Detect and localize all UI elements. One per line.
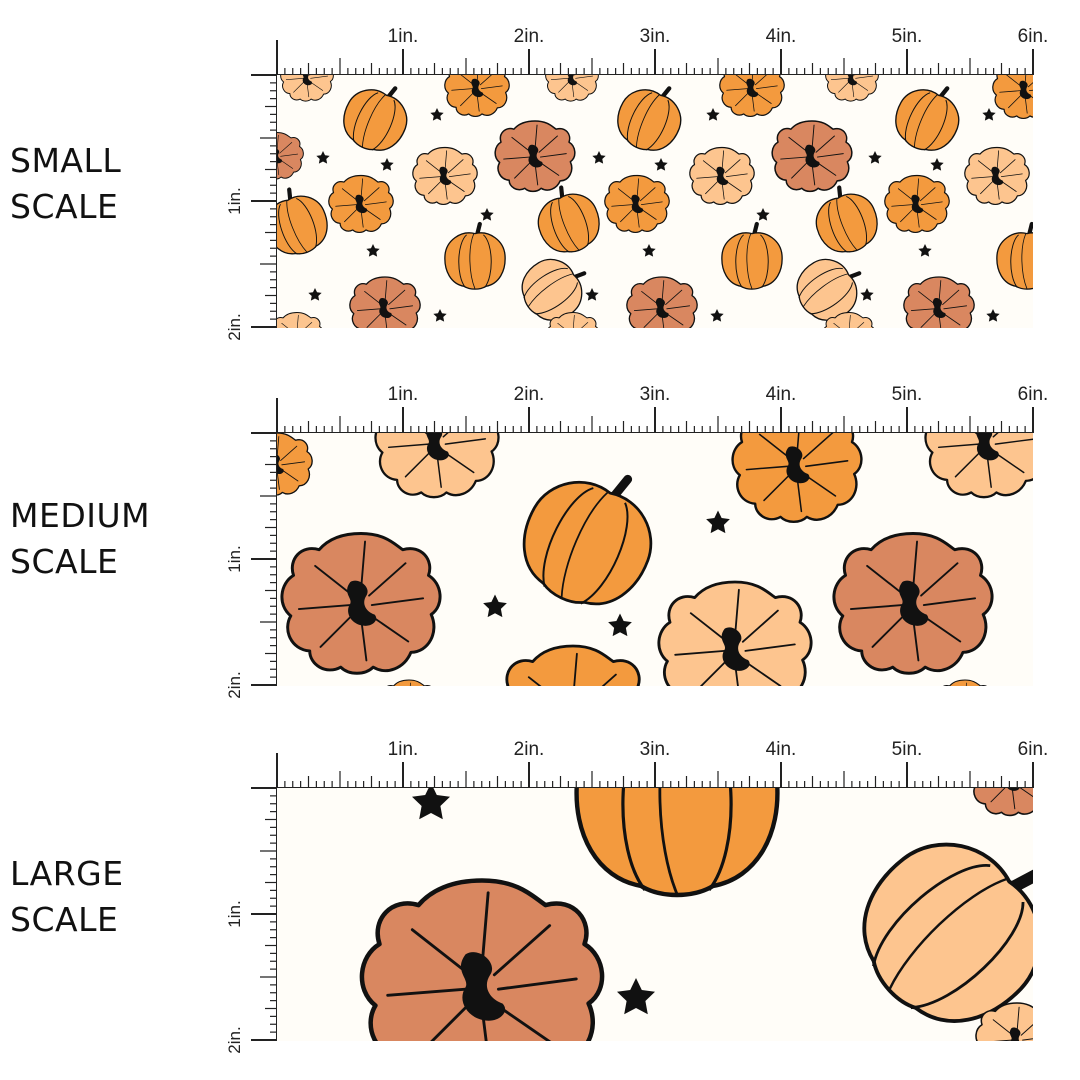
ruler-labels-horizontal: 1in. 2in. 3in. 4in. 5in. 6in.: [388, 739, 1049, 760]
fabric-swatch-large: [277, 713, 1033, 1054]
scale-label-line1: LARGE: [10, 854, 124, 893]
ruler-label: 3in.: [640, 26, 671, 47]
ruler-label: 5in.: [892, 26, 923, 47]
ruler-label: 2in.: [514, 384, 545, 405]
ruler-label: 3in.: [640, 739, 671, 760]
pumpkin-icon: [277, 132, 304, 180]
fabric-swatch-medium: [277, 433, 1033, 686]
ruler-label: 6in.: [1018, 739, 1049, 760]
ruler-labels-vertical: 1in. 2in.: [225, 900, 244, 1053]
pumpkin-icon: [975, 1002, 1033, 1041]
ruler-label: 2in.: [225, 313, 244, 340]
ruler-label: 2in.: [225, 671, 244, 698]
ruler-labels-vertical: 1in. 2in.: [225, 187, 244, 340]
ruler-label: 6in.: [1018, 26, 1049, 47]
ruler-label: 1in.: [388, 739, 419, 760]
pumpkin-icon: [277, 433, 313, 496]
ruler-label: 2in.: [514, 739, 545, 760]
fabric-ruler-medium: 1in. 2in. 3in. 4in. 5in. 6in. 1in. 2in.: [225, 384, 1049, 698]
ruler-label: 4in.: [766, 739, 797, 760]
ruler-ticks-horizontal: [260, 49, 1034, 76]
ruler-label: 3in.: [640, 384, 671, 405]
scale-row-small: SMALL SCALE 1in. 2in. 3in. 4in. 5in. 6in. 1in…: [0, 0, 1080, 340]
ruler-label: 4in.: [766, 384, 797, 405]
ruler-ticks-vertical: [251, 753, 278, 1041]
ruler-label: 4in.: [766, 26, 797, 47]
ruler-ticks-horizontal: [260, 762, 1034, 789]
fabric-swatch-small: [277, 75, 1033, 328]
scale-label-small: SMALL SCALE: [10, 138, 210, 230]
ruler-labels-vertical: 1in. 2in.: [225, 545, 244, 698]
scale-row-medium: MEDIUM SCALE 1in. 2in. 3in. 4in. 5in. 6in. 1i…: [0, 358, 1080, 698]
pumpkin-icon: [349, 276, 421, 328]
ruler-label: 1in.: [388, 384, 419, 405]
scale-label-large: LARGE SCALE: [10, 851, 210, 943]
ruler-label: 5in.: [892, 384, 923, 405]
scale-label-line1: MEDIUM: [10, 496, 151, 535]
ruler-ticks-vertical: [251, 398, 278, 686]
ruler-labels-horizontal: 1in. 2in. 3in. 4in. 5in. 6in.: [388, 26, 1049, 47]
scale-label-line2: SCALE: [10, 542, 119, 581]
pumpkin-icon: [577, 713, 778, 895]
pumpkin-icon: [362, 881, 602, 1054]
scale-label-line2: SCALE: [10, 187, 119, 226]
ruler-labels-horizontal: 1in. 2in. 3in. 4in. 5in. 6in.: [388, 384, 1049, 405]
fabric-ruler-large: 1in. 2in. 3in. 4in. 5in. 6in. 1in. 2in.: [225, 713, 1049, 1054]
ruler-label: 1in.: [225, 545, 244, 572]
ruler-ticks-vertical: [251, 40, 278, 328]
scale-label-medium: MEDIUM SCALE: [10, 493, 210, 585]
ruler-label: 1in.: [388, 26, 419, 47]
pumpkin-icon: [903, 276, 975, 328]
scale-label-line2: SCALE: [10, 900, 119, 939]
pumpkin-icon: [626, 276, 698, 328]
fabric-ruler-small: 1in. 2in. 3in. 4in. 5in. 6in. 1in. 2in.: [225, 26, 1049, 340]
scale-label-line1: SMALL: [10, 141, 122, 180]
ruler-label: 2in.: [225, 1026, 244, 1053]
ruler-label: 5in.: [892, 739, 923, 760]
scale-row-large: LARGE SCALE 1in. 2in. 3in. 4in. 5in. 6in. 1in…: [0, 713, 1080, 1053]
ruler-label: 1in.: [225, 187, 244, 214]
ruler-label: 1in.: [225, 900, 244, 927]
ruler-ticks-horizontal: [260, 407, 1034, 434]
pumpkin-icon: [657, 580, 813, 686]
ruler-label: 2in.: [514, 26, 545, 47]
ruler-label: 6in.: [1018, 384, 1049, 405]
